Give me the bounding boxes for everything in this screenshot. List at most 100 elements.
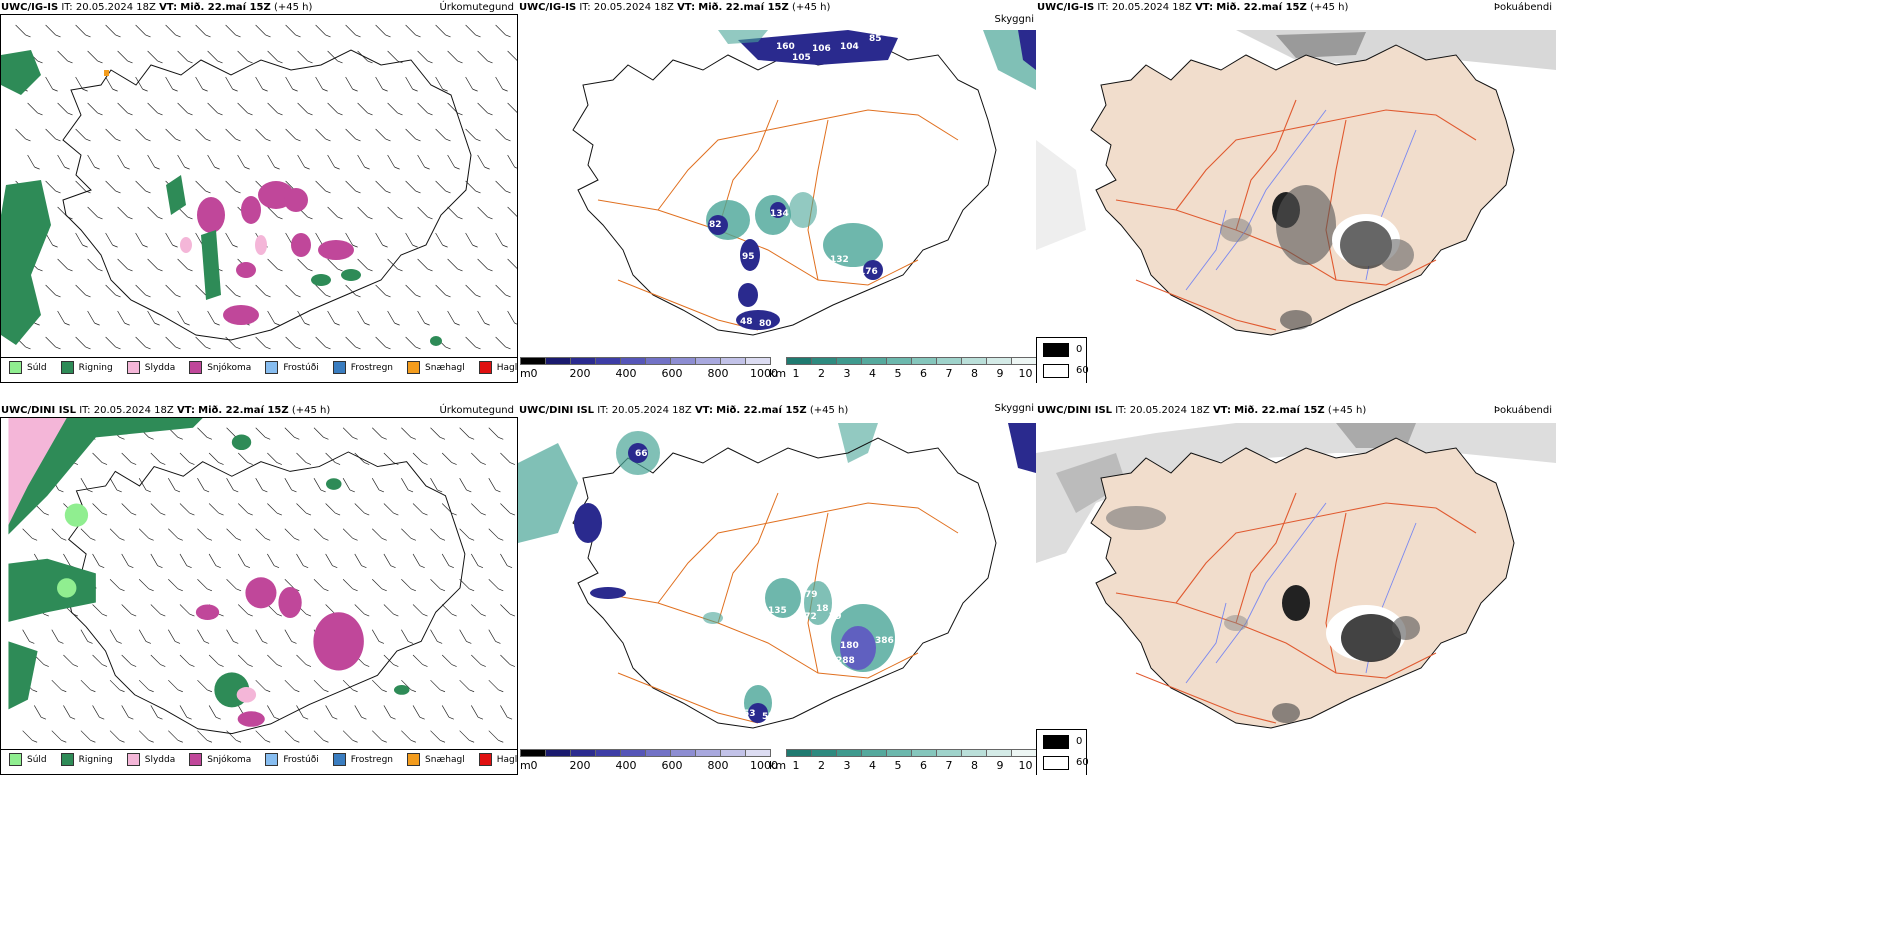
colorbar-swatch (720, 357, 746, 365)
precip-map (1, 24, 517, 350)
precip-panel-2: UWC/DINI ISL IT: 20.05.2024 18Z VT: Mið.… (0, 403, 518, 775)
cloud-base-label: 82 (709, 220, 722, 230)
colorbar-tick-label: 3 (843, 759, 851, 772)
legend-item: Súld (9, 753, 47, 766)
colorbar-tick-label: 7 (945, 759, 953, 772)
cloud-base-colorbar: m 0 200 400 600 800 1000 (520, 749, 778, 775)
cloud-base-labels: 160 106 104 85 105 82 134 95 132 176 48 … (709, 34, 882, 329)
cloud-base-label: 79 (829, 612, 842, 622)
colorbar-unit: m (520, 759, 531, 772)
colorbar-tick-label: 200 (569, 759, 591, 772)
cloud-base-label: 134 (770, 209, 789, 219)
legend-swatch (9, 361, 22, 374)
legend-label: 60 (1076, 757, 1089, 768)
precip-map (8, 418, 516, 743)
panel-header: UWC/DINI ISL IT: 20.05.2024 18Z VT: Mið.… (1037, 405, 1367, 416)
fog-map (1036, 30, 1556, 336)
legend-item: Frostúði (265, 361, 319, 374)
colorbar-swatch (745, 357, 771, 365)
colorbar-swatch (520, 357, 546, 365)
cloud-base-label: 288 (836, 656, 855, 666)
legend-label: 0 (1076, 736, 1083, 747)
colorbar-tick-label: 5 (894, 759, 902, 772)
colorbar-tick-label: 800 (707, 759, 729, 772)
colorbar-swatch (695, 357, 721, 365)
colorbar-tick-label: 1000 (750, 759, 778, 772)
panel-title: Úrkomutegund (439, 2, 514, 13)
colorbar-tick-label: 400 (615, 759, 637, 772)
iceland-coastline (572, 44, 997, 336)
cloud-map: 160 106 104 85 105 82 134 95 132 176 48 … (572, 30, 1036, 336)
fog-areas (1220, 185, 1414, 330)
precip-legend: Súld Rigning Slydda Snjókoma Frostúði Frostre… (1, 357, 518, 377)
colorbar-tick-label: 6 (920, 367, 927, 380)
iceland-land (1090, 437, 1515, 729)
colorbar-tick-label: 10 (1018, 759, 1033, 772)
fog-index-legend: 0 60 (1036, 729, 1089, 775)
legend-label: Frostúði (283, 754, 319, 765)
legend-swatch (1043, 756, 1069, 770)
cloud-base-label: 18 (816, 604, 829, 614)
colorbar-swatch (861, 357, 887, 365)
colorbar-tick-label: 1000 (750, 367, 778, 380)
colorbar-tick-label: 600 (661, 759, 683, 772)
colorbar-tick-label: 2 (818, 759, 825, 772)
legend-label: Haglél (496, 362, 518, 373)
legend-label: Haglél (496, 754, 518, 765)
cloud-base-labels: 66 79 135 372 18 79 180 288 386 53 57 (635, 449, 894, 722)
legend-item: Frostúði (265, 753, 319, 766)
road-network (1115, 492, 1477, 724)
colorbar-swatch (1011, 749, 1036, 757)
legend-label: Frostúði (283, 362, 319, 373)
colorbar-tick-label: 4 (869, 759, 876, 772)
panel-title: Úrkomutegund (439, 405, 514, 416)
colorbar-tick-label: 8 (971, 367, 978, 380)
legend-label: Rigning (78, 754, 113, 765)
cloud-base-colorbar: m 0 200 400 600 800 1000 (520, 357, 778, 383)
legend-item: Súld (9, 361, 47, 374)
colorbar-swatch (886, 357, 912, 365)
colorbar-swatch (620, 357, 646, 365)
colorbar-swatch (936, 357, 962, 365)
colorbar-tick-label: 10 (1018, 367, 1033, 380)
legend-swatch (126, 753, 140, 766)
panel-header: UWC/DINI ISL IT: 20.05.2024 18Z VT: Mið.… (519, 405, 849, 416)
colorbar-swatch (670, 749, 696, 757)
panel-header: UWC/IG-IS IT: 20.05.2024 18Z VT: Mið. 22… (1, 2, 313, 13)
legend-swatch (189, 753, 203, 766)
legend-label: Snjókoma (207, 754, 252, 765)
precip-areas (8, 434, 410, 727)
cloud-areas (706, 30, 1036, 330)
colorbar-tick-label: 8 (971, 759, 978, 772)
colorbar-swatch (936, 749, 962, 757)
colorbar-swatch (836, 357, 862, 365)
cloud-base-label: 80 (759, 319, 772, 329)
cloud-base-label: 48 (740, 317, 753, 327)
legend-label: Rigning (78, 362, 113, 373)
colorbar-tick-label: 7 (945, 367, 953, 380)
legend-label: Slydda (144, 754, 176, 765)
fog-panel-1: UWC/IG-IS IT: 20.05.2024 18Z VT: Mið. 22… (1036, 0, 1556, 383)
visibility-colorbar: km 1 2 3 4 5 6 7 8 9 10 (769, 357, 1036, 383)
cloud-map: 66 79 135 372 18 79 180 288 386 53 57 (518, 423, 1036, 729)
panel-title: Skyggni (994, 403, 1034, 414)
legend-swatch (126, 361, 140, 374)
colorbar-tick-label: 4 (869, 367, 876, 380)
legend-item: Haglél (478, 753, 518, 766)
colorbar-swatch (620, 749, 646, 757)
cloud-base-label: 135 (768, 606, 787, 616)
legend-item: Haglél (478, 361, 518, 374)
colorbar-tick-label: 1 (792, 367, 800, 380)
colorbar-swatch (836, 749, 862, 757)
legend-swatch (60, 361, 74, 374)
legend-swatch (407, 753, 421, 766)
legend-item: Slydda (126, 361, 175, 374)
fog-map (1036, 423, 1556, 729)
legend-swatch (1043, 735, 1069, 749)
legend-label: Snæhagl (425, 362, 465, 373)
legend-swatch (407, 361, 421, 374)
cloud-base-label: 372 (798, 612, 817, 622)
legend-item: Snæhagl (407, 361, 465, 374)
colorbar-tick-label: 1 (792, 759, 800, 772)
colorbar-tick-label: 2 (818, 367, 825, 380)
